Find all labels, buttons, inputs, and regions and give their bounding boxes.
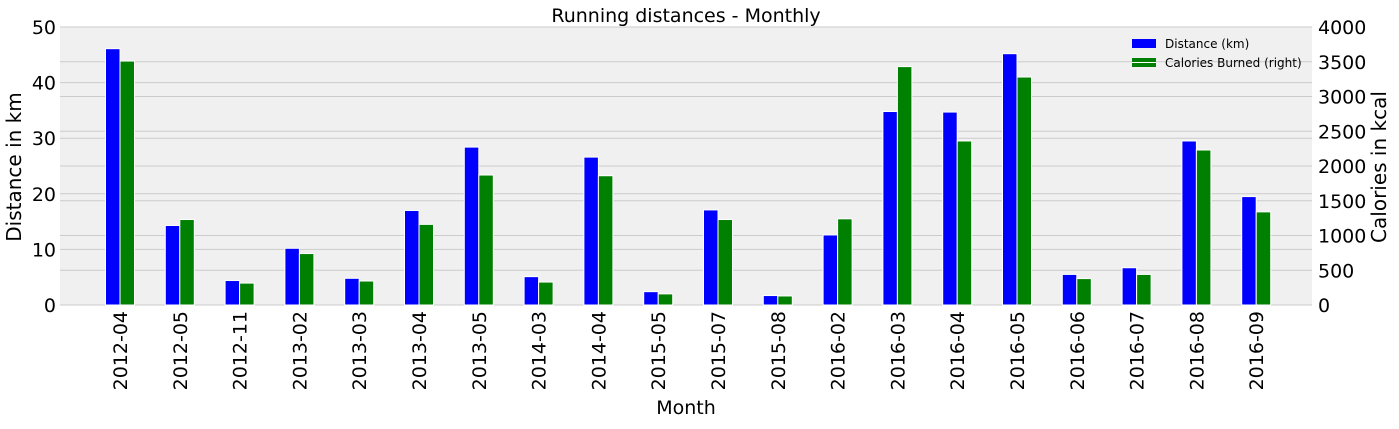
y-tick-label: 40 — [32, 73, 56, 95]
x-axis-ticks: 2012-04 2012-05 2012-11 2013-02 2013-03 2013-… — [110, 311, 1268, 390]
y2-tick-label: 2000 — [1318, 156, 1366, 178]
y-tick-label: 0 — [44, 295, 56, 317]
y2-tick-label: 1000 — [1318, 226, 1366, 248]
x-tick-label: 2016-03 — [887, 311, 909, 390]
bar-calories — [597, 175, 614, 306]
bar-distance — [224, 280, 241, 306]
x-tick-label: 2013-02 — [289, 311, 311, 390]
bar-calories — [478, 174, 494, 306]
x-tick-label: 2015-05 — [648, 311, 670, 390]
x-tick-label: 2016-08 — [1186, 311, 1208, 390]
y2-tick-label: 0 — [1318, 295, 1330, 317]
bar-calories — [717, 219, 733, 306]
bar-distance — [404, 209, 420, 306]
bar-distance — [344, 277, 360, 306]
x-tick-label: 2012-04 — [110, 311, 132, 390]
y-axis-label: Distance in km — [2, 92, 26, 241]
bar-calories — [538, 281, 554, 306]
x-tick-label: 2013-04 — [409, 311, 431, 390]
bar-calories — [418, 223, 434, 306]
left-y-axis-ticks: 0 10 20 30 40 50 — [32, 17, 56, 317]
bar-distance — [105, 48, 121, 306]
bar-calories — [239, 282, 255, 306]
bar-calories — [1076, 278, 1092, 306]
bar-distance — [523, 276, 540, 306]
bar-distance — [463, 146, 480, 306]
y2-tick-label: 3500 — [1318, 52, 1366, 74]
x-tick-label: 2016-04 — [947, 311, 969, 390]
bars — [105, 48, 1272, 306]
x-tick-label: 2016-07 — [1127, 311, 1149, 390]
x-tick-label: 2015-07 — [708, 311, 730, 390]
legend: Distance (km) Calories Burned (right) — [1132, 37, 1302, 70]
y-tick-label: 10 — [32, 239, 56, 261]
bar-distance — [284, 247, 300, 306]
grid-lines — [60, 26, 1312, 306]
y-tick-label: 20 — [32, 184, 56, 206]
x-tick-label: 2013-05 — [469, 311, 491, 390]
bar-calories — [358, 280, 375, 306]
x-tick-label: 2012-11 — [230, 311, 252, 390]
bar-distance — [1121, 267, 1138, 306]
bar-calories — [896, 66, 913, 306]
bar-distance — [1061, 273, 1078, 306]
x-tick-label: 2013-03 — [349, 311, 371, 390]
bar-distance — [762, 295, 779, 306]
legend-swatch-distance — [1132, 39, 1156, 48]
bar-calories — [1255, 211, 1272, 306]
y2-tick-label: 3000 — [1318, 87, 1366, 109]
bar-calories — [837, 218, 853, 306]
y2-axis-label: Calories in kcal — [1367, 91, 1391, 243]
y2-tick-label: 1500 — [1318, 191, 1366, 213]
y2-tick-label: 4000 — [1318, 17, 1366, 39]
bar-distance — [1241, 196, 1257, 306]
bar-distance — [942, 111, 958, 306]
bar-calories — [956, 140, 973, 306]
x-tick-label: 2014-04 — [588, 311, 610, 390]
x-tick-label: 2014-03 — [529, 311, 551, 390]
bar-calories — [119, 60, 135, 306]
bar-distance — [164, 224, 181, 306]
x-tick-label: 2016-09 — [1246, 311, 1268, 390]
bar-distance — [583, 156, 599, 306]
bar-calories — [777, 295, 793, 306]
legend-label-calories: Calories Burned (right) — [1165, 56, 1302, 70]
x-axis-label: Month — [656, 397, 716, 419]
bar-calories — [1136, 273, 1152, 306]
bar-distance — [703, 209, 719, 306]
chart-title: Running distances - Monthly — [551, 5, 820, 27]
x-tick-label: 2016-02 — [828, 311, 850, 390]
bar-distance — [822, 234, 839, 306]
bar-distance — [1002, 53, 1018, 306]
y-tick-label: 50 — [32, 17, 56, 39]
y2-tick-label: 500 — [1318, 260, 1354, 282]
x-tick-label: 2015-08 — [768, 311, 790, 390]
bar-calories — [179, 219, 195, 306]
y2-tick-label: 2500 — [1318, 121, 1366, 143]
bar-calories — [1195, 149, 1212, 306]
bar-distance — [1181, 140, 1197, 306]
bar-distance — [882, 111, 898, 306]
x-tick-label: 2012-05 — [170, 311, 192, 390]
bar-calories — [657, 293, 674, 306]
right-y-axis-ticks: 0 500 1000 1500 2000 2500 3000 3500 4000 — [1318, 17, 1366, 317]
x-tick-label: 2016-05 — [1007, 311, 1029, 390]
y-tick-label: 30 — [32, 128, 56, 150]
bar-distance — [643, 291, 659, 306]
bar-calories — [1016, 76, 1032, 306]
bar-calories — [298, 253, 315, 306]
x-tick-label: 2016-06 — [1067, 311, 1089, 390]
legend-label-distance: Distance (km) — [1165, 37, 1249, 51]
